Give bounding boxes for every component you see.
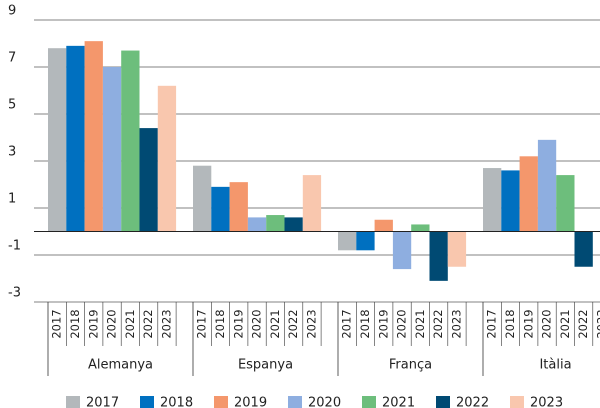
- year-label: 2021: [413, 309, 427, 338]
- year-label: 2021: [268, 309, 282, 338]
- x-tick-label: Itàlia: [539, 358, 571, 373]
- bar: [247, 217, 267, 232]
- legend-swatch: [140, 396, 154, 408]
- year-label: 2018: [68, 309, 82, 338]
- bar: [66, 45, 85, 232]
- year-label: 2017: [50, 309, 64, 338]
- bar: [501, 170, 520, 232]
- y-tick-label: -1: [8, 239, 21, 254]
- year-label: 2019: [86, 309, 100, 338]
- bar: [356, 231, 375, 251]
- year-label: 2019: [521, 309, 535, 338]
- legend-swatch: [288, 396, 302, 408]
- year-label: 2022: [576, 309, 590, 338]
- bar: [574, 231, 593, 267]
- year-label: 2018: [358, 309, 372, 338]
- year-label: 2021: [558, 309, 572, 338]
- bar: [139, 128, 158, 232]
- year-label: 2018: [213, 309, 227, 338]
- year-label: 2017: [340, 309, 354, 338]
- y-tick-label: 1: [8, 192, 16, 207]
- y-tick-label: -3: [8, 286, 21, 301]
- year-label: 2023: [449, 309, 463, 338]
- year-label: 2020: [540, 309, 554, 338]
- legend-label: 2018: [160, 396, 193, 408]
- bar: [556, 175, 575, 232]
- y-tick-label: 5: [8, 98, 16, 113]
- legend-swatch: [510, 396, 524, 408]
- legend-label: 2023: [530, 396, 563, 408]
- bar: [193, 165, 212, 232]
- y-tick-label: 3: [8, 145, 16, 160]
- year-label: 2018: [503, 309, 517, 338]
- year-label: 2020: [395, 309, 409, 338]
- x-tick-label: França: [389, 358, 432, 373]
- y-tick-label: 7: [8, 51, 16, 66]
- year-label: 2022: [431, 309, 445, 338]
- bar: [102, 67, 122, 232]
- bar: [302, 175, 322, 232]
- bar: [447, 231, 467, 267]
- legend-swatch: [362, 396, 376, 408]
- bar: [537, 139, 557, 232]
- bar: [483, 168, 502, 232]
- year-label: 2021: [123, 309, 137, 338]
- year-label: 2019: [231, 309, 245, 338]
- bar: [211, 186, 230, 232]
- year-label: 2020: [250, 309, 264, 338]
- bar: [338, 231, 357, 251]
- year-label: 2019: [376, 309, 390, 338]
- year-label: 2022: [286, 309, 300, 338]
- year-label: 2023: [594, 309, 600, 338]
- legend-label: 2017: [86, 396, 119, 408]
- y-tick-label: 9: [8, 4, 16, 19]
- legend-swatch: [214, 396, 228, 408]
- bar: [374, 219, 393, 232]
- x-tick-label: Alemanya: [88, 358, 153, 373]
- bar: [48, 48, 67, 232]
- bar: [84, 41, 103, 232]
- legend-label: 2021: [382, 396, 415, 408]
- legend-label: 2022: [456, 396, 489, 408]
- legend-swatch: [66, 396, 80, 408]
- year-label: 2020: [105, 309, 119, 338]
- bar: [157, 85, 177, 232]
- bar: [429, 231, 448, 281]
- bar: [284, 217, 303, 232]
- bar: [229, 182, 248, 232]
- legend-swatch: [436, 396, 450, 408]
- year-label: 2017: [195, 309, 209, 338]
- bar: [121, 50, 140, 232]
- year-label: 2017: [485, 309, 499, 338]
- bar: [266, 215, 285, 232]
- year-label: 2023: [159, 309, 173, 338]
- legend-label: 2019: [234, 396, 267, 408]
- x-tick-label: Espanya: [238, 358, 293, 373]
- year-label: 2023: [304, 309, 318, 338]
- bar: [392, 231, 412, 270]
- bar: [411, 224, 430, 232]
- bar: [519, 156, 538, 232]
- year-label: 2022: [141, 309, 155, 338]
- legend-label: 2020: [308, 396, 341, 408]
